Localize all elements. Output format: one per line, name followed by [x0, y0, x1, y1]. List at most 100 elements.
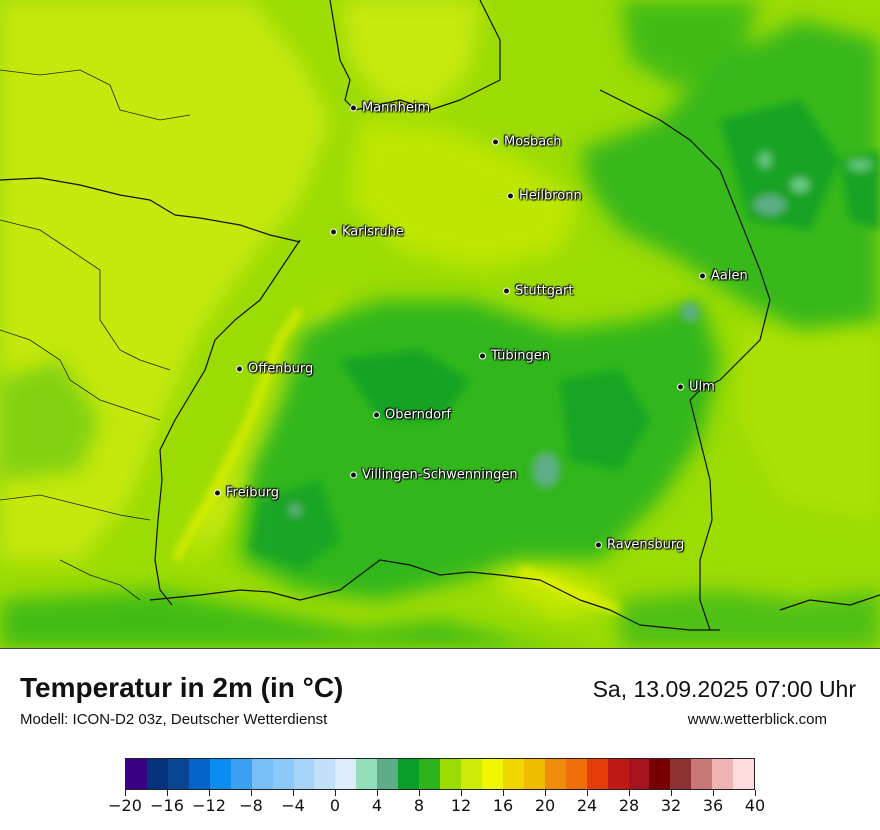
colorbar-segment — [440, 759, 461, 789]
model-info: Modell: ICON-D2 03z, Deutscher Wetterdie… — [20, 711, 328, 728]
colorbar-tick-label: −16 — [150, 796, 184, 815]
border-north — [354, 0, 501, 111]
city-marker — [507, 192, 514, 200]
city-offenburg: Offenburg — [236, 362, 313, 377]
city-label: Stuttgart — [515, 283, 574, 299]
colorbar-tick — [712, 790, 714, 796]
colorbar-tick-label: 8 — [413, 796, 425, 815]
colorbar-tick-label: 32 — [660, 796, 682, 815]
colorbar-tick — [628, 790, 630, 796]
map-title: Temperatur in 2m (in °C) — [20, 672, 344, 703]
border-pfalz — [0, 177, 301, 243]
border-line-5 — [59, 559, 141, 601]
colorbar-segment — [481, 759, 503, 789]
city-label: Ulm — [689, 379, 715, 395]
colorbar-segment — [167, 759, 189, 789]
city-label: Aalen — [711, 268, 748, 284]
colorbar-tick-label: −20 — [108, 796, 142, 815]
colorbar-tick — [544, 790, 546, 796]
city-label: Offenburg — [248, 361, 314, 377]
colorbar-tick — [292, 790, 294, 796]
city-label: Freiburg — [226, 485, 280, 501]
city-mosbach: Mosbach — [492, 135, 562, 150]
colorbar-tick — [418, 790, 420, 796]
colorbar-segment — [188, 759, 210, 789]
colorbar-segment — [544, 759, 566, 789]
colorbar-tick-label: 24 — [576, 796, 598, 815]
colorbar-segment — [419, 759, 441, 789]
colorbar-tick — [586, 790, 588, 796]
city-ulm: Ulm — [677, 380, 715, 395]
city-marker — [503, 287, 510, 295]
city-label: Heilbronn — [519, 188, 582, 204]
colorbar-tick-label: 40 — [744, 796, 766, 815]
colorbar-ticks: −20 −16 −12 −8 −4 0 4 8 12 16 20 24 28 32 36 40 — [108, 790, 765, 820]
colorbar-tick-label: 16 — [492, 796, 514, 815]
city-marker — [677, 383, 684, 391]
border-line-4 — [0, 494, 151, 521]
city-label: Villingen-Schwenningen — [362, 467, 518, 483]
city-mannheim: Mannheim — [350, 101, 430, 116]
colorbar-tick-label: −4 — [281, 796, 305, 815]
colorbar-segment — [712, 759, 734, 789]
colorbar-tick — [376, 790, 378, 796]
map-canvas — [0, 0, 880, 648]
colorbar-segment — [314, 759, 336, 789]
city-villingen-schwenningen: Villingen-Schwenningen — [350, 468, 518, 483]
city-ravensburg: Ravensburg — [595, 538, 684, 553]
colorbar-tick-label: 4 — [371, 796, 383, 815]
lake-constance-streak — [517, 564, 622, 616]
colorbar-segment — [607, 759, 629, 789]
border-hessen — [329, 0, 356, 111]
colorbar-segment — [565, 759, 587, 789]
temperature-colorbar — [125, 758, 755, 790]
colorbar-segment — [670, 759, 692, 789]
city-label: Ravensburg — [607, 537, 685, 553]
colorbar-segment — [251, 759, 273, 789]
colorbar-tick — [208, 790, 210, 796]
colorbar-segment — [461, 759, 482, 789]
city-label: Oberndorf — [385, 407, 451, 423]
colorbar-tick — [460, 790, 462, 796]
city-marker — [350, 471, 357, 479]
border-line-2 — [0, 219, 171, 371]
colorbar-segment — [733, 759, 755, 789]
colorbar-segment — [126, 759, 147, 789]
colorbar-segment — [230, 759, 252, 789]
colorbar-tick-label: 28 — [618, 796, 640, 815]
colorbar-segment — [691, 759, 713, 789]
colorbar-segment — [523, 759, 545, 789]
city-label: Tübingen — [491, 348, 550, 364]
city-marker — [699, 272, 706, 280]
colorbar-segment — [209, 759, 231, 789]
city-stuttgart: Stuttgart — [503, 284, 573, 299]
colorbar-segment — [377, 759, 399, 789]
city-marker — [350, 104, 357, 112]
temperature-map: Mannheim Mosbach Heilbronn Karlsruhe Stu… — [0, 0, 880, 649]
website-link[interactable]: www.wetterblick.com — [687, 711, 827, 728]
city-label: Mannheim — [362, 100, 431, 116]
city-marker — [214, 489, 221, 497]
city-marker — [479, 352, 486, 360]
colorbar-tick — [502, 790, 504, 796]
colorbar-segment — [502, 759, 524, 789]
city-label: Mosbach — [504, 134, 562, 150]
city-marker — [492, 138, 499, 146]
border-line-1 — [0, 69, 191, 121]
colorbar-tick — [670, 790, 672, 796]
colorbar-tick — [334, 790, 336, 796]
colorbar-segment — [272, 759, 294, 789]
colorbar-tick-label: 0 — [329, 796, 341, 815]
cold-patches — [250, 100, 880, 570]
city-marker — [236, 365, 243, 373]
colorbar-segment — [628, 759, 650, 789]
city-oberndorf: Oberndorf — [373, 408, 451, 423]
colorbar-tick-label: −8 — [239, 796, 263, 815]
colorbar-tick-label: 36 — [702, 796, 724, 815]
border-bavaria — [599, 89, 771, 631]
valid-time: Sa, 13.09.2025 07:00 Uhr — [592, 676, 856, 702]
colorbar-tick — [166, 790, 168, 796]
colorbar-segment — [146, 759, 168, 789]
city-marker — [373, 411, 380, 419]
colorbar-tick-label: −12 — [192, 796, 226, 815]
